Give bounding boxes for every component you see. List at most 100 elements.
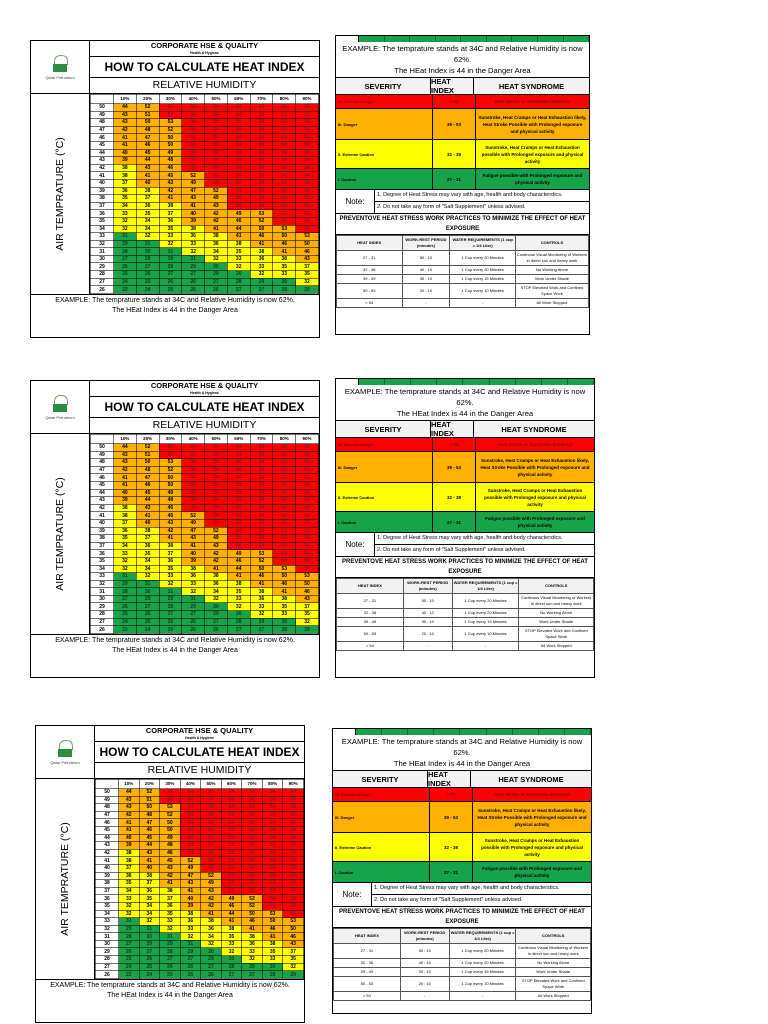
temperature-label: 31 [90,587,114,596]
heat-index-cell: 37 [282,947,304,957]
heat-index-cell: 46 [158,163,183,173]
heat-index-cell: 54 [200,848,222,858]
table-row: 27 24 25 26 26 27 28 29 30 32 [90,277,319,287]
heat-index-cell: 54 [158,103,183,112]
heat-index-cell: 54 [181,156,206,165]
heat-index-cell: 30 [200,947,222,957]
company-logo-icon [57,739,73,758]
heat-index-cell: 54 [249,118,274,127]
heat-index-cell: 32 [158,239,183,249]
heat-index-cell: 30 [272,617,297,627]
heat-index-cell: 54 [220,871,243,881]
heat-index-cell: 54 [158,443,183,452]
heat-index-cell: 54 [204,465,228,475]
table-row: 46 41 47 50 54 54 54 54 54 54 [90,133,319,142]
heat-index-cell: 52 [135,103,160,112]
temperature-label: 39 [90,526,114,536]
heat-index-cell: 44 [135,156,160,165]
y-axis-label: AIR TEMPRATURE (°C) [59,822,71,936]
heat-index-cell: 54 [282,841,304,850]
heat-index-cell: 27 [138,947,161,957]
heat-index-cell: 54 [204,118,228,127]
controls-cell: 20 : 10 [401,283,451,299]
logo: Qatar Petroleum [31,41,90,93]
heat-index-cell: 33 [241,947,263,957]
temperature-label: 35 [90,216,114,226]
heat-index-cell: 29 [295,285,319,294]
heat-index-cell: 26 [179,970,202,979]
heat-index-cell: 54 [200,795,222,805]
heat-index-cell: 54 [226,518,251,528]
temperature-label: 28 [90,610,114,619]
heat-index-cell: 26 [135,270,160,279]
heat-index-cell: 54 [220,833,243,843]
heat-index-cell: 46 [249,232,274,241]
heat-index-cell: 53 [241,894,263,903]
heat-index-cell: 54 [261,803,284,812]
severity-level: II. Extreme Caution [338,494,375,500]
table-row: 26 22 24 25 26 26 27 27 28 29 [90,625,319,634]
sheet-header: Qatar Petroleum CORPORATE HSE & QUALITY … [31,381,319,434]
heat-index-cell: 38 [249,587,274,596]
heat-index-cell: 54 [272,103,297,112]
severity-row: I. Caution 27 - 31 Fatigue possible with P… [336,512,594,533]
heat-index-cell: 22 [118,970,140,979]
heat-index-cell: 34 [135,216,160,226]
table-row: 46 41 47 50 54 54 54 54 54 54 [90,473,319,482]
table-row: 31 28 30 31 32 34 35 38 41 46 [90,587,319,596]
heat-index-cell: 36 [135,201,160,211]
heat-index-cell: 26 [135,610,160,619]
x-axis-title: RELATIVE HUMIDITY [152,79,257,91]
temperature-label: 40 [95,863,119,873]
col-work-rest: WORK:REST PERIOD (minutes) [402,578,453,594]
heat-index-cell: 54 [220,803,243,812]
heat-index-cell: 38 [179,909,202,919]
controls-row: 39 - 49 30 : 10 1 Cup every 15 Minutes Work… [336,274,590,284]
heat-index-cell: 24 [138,970,161,979]
heat-index-cell: 54 [282,856,304,865]
heat-index-cell: 54 [249,503,274,513]
heat-index-cell: 28 [226,617,251,627]
heat-index-cell: 46 [158,503,183,513]
heat-index-cell: 27 [181,270,206,279]
heat-index-cell: 49 [159,833,181,843]
table-row: 40 37 40 43 49 54 54 54 54 54 [90,518,319,528]
heat-index-cell: 54 [261,901,284,911]
heat-index-cell: 32 [118,909,140,919]
table-row: 36 33 35 37 40 42 49 53 54 54 [95,894,304,903]
controls-cell: 1 Cup every 15 Minutes [449,274,516,284]
heat-index-cell: 33 [181,239,206,249]
heat-index-cell: 32 [158,579,183,589]
heat-index-cell: 54 [295,194,319,203]
table-row: 48 43 50 53 54 54 54 54 54 54 [90,118,319,127]
heat-index-cell: 27 [158,610,183,619]
heat-index-cell: 54 [181,465,206,475]
heat-index-cell: 34 [118,886,140,896]
heat-index-cell: 54 [295,125,319,135]
heat-index-cell: 54 [295,496,319,505]
heat-index-cell: 36 [249,254,274,264]
heat-index-cell: 54 [249,110,274,120]
temperature-label: 36 [90,209,114,218]
previous-table-strip [336,36,590,42]
controls-cell: 32 - 38 [336,265,403,275]
heat-index-cell: 54 [181,450,206,460]
heat-index-cell: 40 [181,209,206,218]
heat-index-cell: 50 [272,572,297,581]
heat-index-cell: 54 [200,818,222,827]
heat-index-cell: 40 [113,148,137,158]
heat-index-cell: 54 [226,541,251,551]
heat-syndrome-header: HEAT SYNDROME [498,774,564,784]
preventive-title: PREVENTOVE HEAT STRESS WORK PRACTICES TO… [336,214,589,235]
heat-index-cell: 52 [200,871,222,881]
heat-index-range: > 54 [432,95,476,108]
heat-index-cell: 54 [249,125,274,135]
heat-index-cell: 40 [118,833,140,843]
temperature-label: 50 [90,103,114,112]
logo-text: Qatar Petroleum [45,74,75,80]
heat-index-cell: 26 [158,617,183,627]
heat-index-cell: 50 [295,239,319,249]
heat-index-cell: 32 [118,901,140,911]
heat-index-cell: 54 [241,871,263,881]
table-row: 26 22 24 25 26 26 27 27 28 29 [95,970,304,979]
